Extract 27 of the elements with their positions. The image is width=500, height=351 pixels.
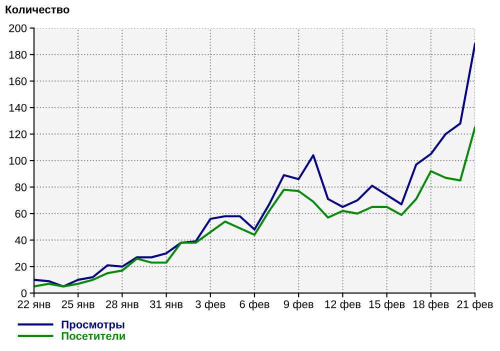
x-tick-label: 21 фев <box>457 300 493 310</box>
y-tick-label: 100 <box>9 156 27 165</box>
y-tick-label: 20 <box>15 262 27 271</box>
legend-label: Просмотры <box>62 320 124 331</box>
y-tick-label: 0 <box>21 289 27 298</box>
line-series <box>34 42 475 288</box>
y-tick-label: 160 <box>9 77 27 86</box>
x-tick-label: 22 янв <box>18 300 50 308</box>
x-tick-label: 28 янв <box>106 300 138 308</box>
line-series <box>34 126 475 288</box>
y-tick-label: 140 <box>9 104 27 112</box>
x-tick-label: 3 фев <box>196 300 226 310</box>
x-tick-label: 25 янв <box>62 300 94 308</box>
y-axis-title: Количество <box>6 6 70 14</box>
y-tick-label: 80 <box>15 183 27 192</box>
y-tick-label: 200 <box>9 24 27 32</box>
x-tick-label: 9 фев <box>284 300 314 310</box>
y-tick-label: 120 <box>9 130 27 138</box>
x-tick-label: 12 фев <box>325 300 361 310</box>
x-tick-label: 6 фев <box>240 300 270 310</box>
x-tick-label: 31 янв <box>150 300 183 308</box>
x-tick-label: 15 фев <box>369 300 405 310</box>
y-tick-label: 180 <box>9 50 27 59</box>
y-tick-label: 40 <box>14 236 27 244</box>
legend-label: Посетители <box>62 332 125 340</box>
x-tick-label: 18 фев <box>413 300 449 310</box>
y-tick-label: 60 <box>15 210 27 218</box>
